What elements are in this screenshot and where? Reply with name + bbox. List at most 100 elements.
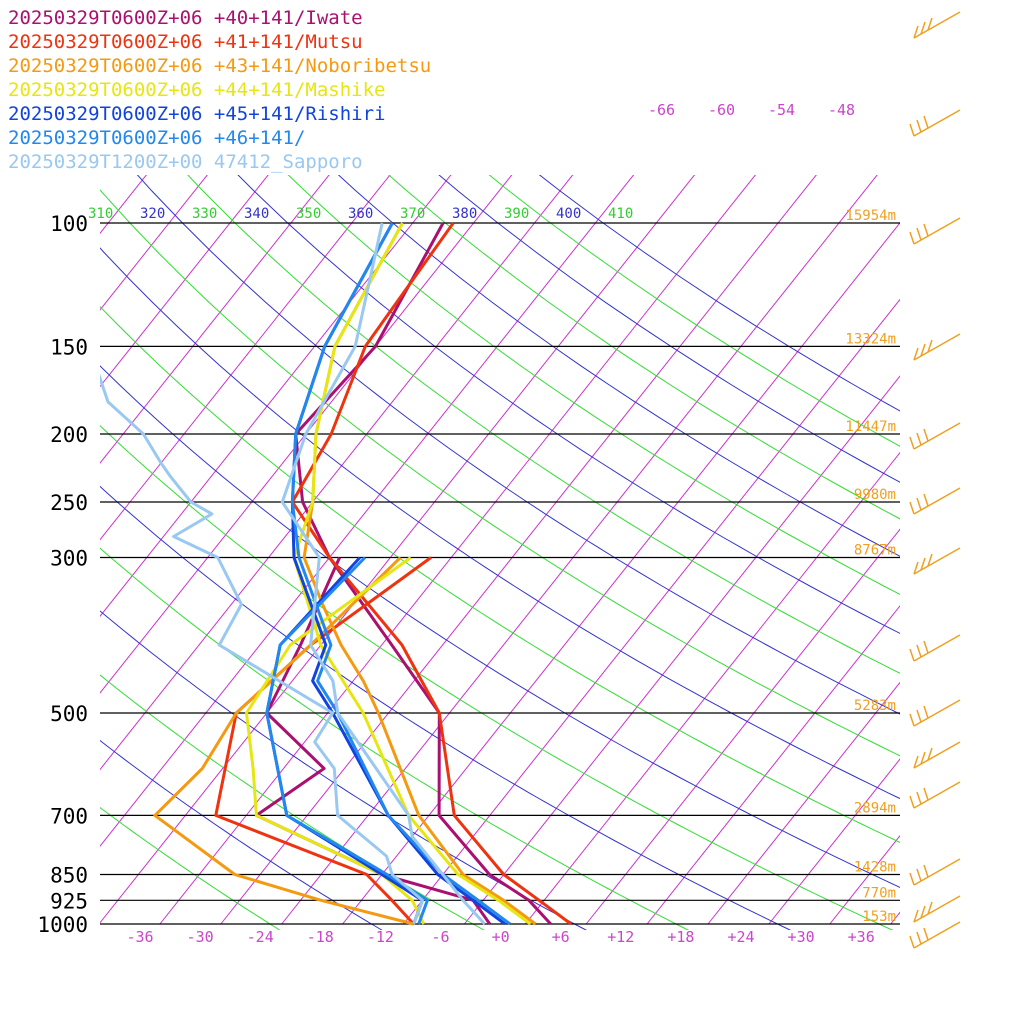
legend-entry: 20250329T0600Z+06 +44+141/Mashike	[8, 79, 386, 101]
diagram-grid	[100, 68, 1024, 930]
x-tick-label: +36	[848, 928, 875, 946]
wind-barb	[909, 422, 961, 450]
theta-label: 320	[140, 206, 165, 222]
isotherm-line	[100, 175, 574, 771]
isotherm-line	[890, 911, 900, 925]
dry-adiabat-line	[100, 424, 894, 930]
height-label: 8767m	[854, 543, 896, 559]
isotherm-line	[281, 175, 878, 925]
dry-adiabat-line	[100, 807, 281, 930]
theta-label: 360	[348, 206, 373, 222]
isotherm-line	[100, 175, 635, 847]
pressure-label: 200	[50, 423, 88, 447]
wind-barb	[909, 699, 961, 727]
x-tick-label: -36	[126, 928, 153, 946]
dewpoint-trace	[153, 556, 414, 926]
x-tick-label: -30	[187, 928, 214, 946]
dry-adiabat-line	[287, 175, 900, 596]
isotherm-line	[100, 175, 208, 311]
dry-adiabat-line	[187, 175, 900, 674]
sounding-traces	[100, 222, 572, 926]
height-label: 770m	[862, 885, 896, 901]
dry-adiabat-line	[136, 175, 900, 715]
pressure-label: 500	[50, 702, 88, 726]
isotherm-line	[342, 222, 900, 925]
dry-adiabat-line	[100, 485, 792, 930]
dry-adiabat-line	[100, 189, 900, 757]
theta-label: 330	[192, 206, 217, 222]
wind-barb	[913, 741, 961, 769]
dewpoint-trace	[265, 556, 429, 925]
temperature-trace	[290, 222, 511, 926]
theta-label: 340	[244, 206, 269, 222]
theta-label: 310	[88, 206, 113, 222]
isotherm-line	[100, 175, 452, 618]
pressure-label: 150	[50, 335, 88, 359]
height-label: 1428m	[854, 860, 896, 876]
x-tick-labels: -36 -30 -24 -18 -12 -6 +0 +6 +12 +18 +24 +30 +36	[126, 928, 874, 946]
dry-adiabat-line	[237, 175, 900, 634]
temperature-trace	[292, 222, 532, 926]
temperature-trace	[302, 222, 537, 926]
wind-barb	[913, 547, 961, 575]
x-tick-label: -6	[431, 928, 449, 946]
height-label: 15954m	[845, 208, 896, 224]
temperature-trace	[290, 222, 506, 926]
dry-adiabat-line	[388, 175, 900, 520]
isotherm-line	[159, 175, 756, 925]
height-label: 5283m	[854, 698, 896, 714]
dry-adiabat-line	[438, 175, 900, 483]
isotherm-line	[952, 68, 1024, 925]
dry-adiabat-line	[100, 305, 900, 843]
x-tick-label: +30	[788, 928, 815, 946]
legend-entry: 20250329T0600Z+06 +43+141/Noboribetsu	[8, 55, 431, 77]
height-label: 153m	[862, 909, 896, 925]
wind-barb	[909, 487, 961, 515]
theta-label: 350	[296, 206, 321, 222]
dewpoint-trace	[245, 556, 426, 925]
wind-barb	[909, 217, 961, 245]
pressure-label: 100	[50, 212, 88, 236]
x-tick-label: -24	[247, 928, 274, 946]
pressure-label: 250	[50, 491, 88, 515]
wind-barb	[913, 333, 961, 361]
upper-isotherm-label: -66	[648, 101, 675, 119]
wind-barb	[909, 634, 961, 662]
x-tick-label: +6	[552, 928, 570, 946]
isotherm-line	[100, 175, 391, 541]
x-tick-label: +0	[492, 928, 510, 946]
isotherm-line	[1013, 68, 1024, 925]
theta-label: 400	[556, 206, 581, 222]
height-label: 13324m	[845, 331, 896, 347]
x-tick-label: +24	[727, 928, 754, 946]
pressure-label: 300	[50, 547, 88, 571]
isotherm-line	[464, 375, 900, 925]
dry-adiabat-line	[100, 547, 690, 930]
isotherm-line	[707, 681, 900, 925]
pressure-label: 1000	[37, 913, 88, 937]
dewpoint-trace	[100, 373, 424, 925]
isotherm-line	[100, 175, 330, 464]
isotherm-line	[646, 605, 900, 925]
wind-barb	[913, 11, 961, 39]
isotherm-line	[100, 175, 269, 388]
wind-barb	[913, 895, 961, 923]
x-tick-label: -18	[307, 928, 334, 946]
pressure-label: 850	[50, 864, 88, 888]
height-label: 9980m	[854, 487, 896, 503]
dry-adiabat-line	[337, 175, 900, 557]
upper-isotherm-label: -54	[768, 101, 795, 119]
pressure-label: 700	[50, 804, 88, 828]
isotherm-line	[220, 175, 817, 925]
pressure-label: 925	[50, 889, 88, 913]
legend-entry: 20250329T0600Z+06 +40+141/Iwate	[8, 7, 363, 29]
upper-isotherm-labels: -66 -60 -54 -48	[648, 101, 855, 119]
x-tick-label: +12	[607, 928, 634, 946]
isotherm-line	[585, 528, 900, 925]
dewpoint-trace	[214, 556, 432, 926]
x-tick-label: +18	[667, 928, 694, 946]
isotherm-line	[100, 175, 147, 235]
theta-label: 410	[608, 206, 633, 222]
